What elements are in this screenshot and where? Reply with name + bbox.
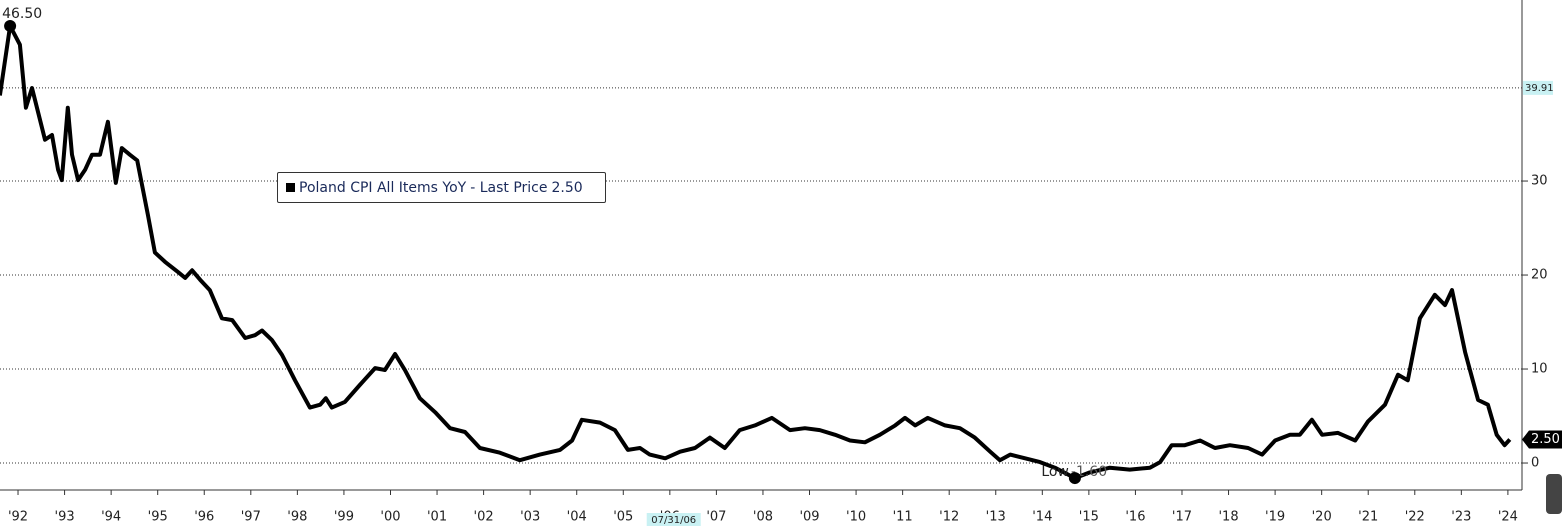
x-tick-label: '96 — [194, 510, 214, 525]
x-tick-label: '17 — [1172, 510, 1192, 525]
series-line — [0, 23, 1512, 481]
y-tick-label: 30 — [1531, 174, 1548, 189]
x-tick-label: '01 — [427, 510, 447, 525]
x-tick-label: '13 — [986, 510, 1006, 525]
cursor-value-bg — [1523, 80, 1553, 95]
x-tick-label: '08 — [753, 510, 773, 525]
x-tick-label: '02 — [474, 510, 494, 525]
side-icon[interactable] — [1546, 474, 1562, 514]
x-tick-label: '97 — [241, 510, 261, 525]
x-tick-label: '18 — [1218, 510, 1238, 525]
x-tick-label: '00 — [380, 510, 400, 525]
high-marker — [4, 19, 17, 32]
x-tick-label: '94 — [101, 510, 121, 525]
x-tick-label: '99 — [334, 510, 354, 525]
low-marker — [1068, 472, 1081, 485]
x-tick-label: '05 — [613, 510, 633, 525]
x-tick-label: '19 — [1265, 510, 1285, 525]
last-price-tag — [1522, 430, 1562, 449]
y-tick-label: 0 — [1531, 456, 1539, 471]
high-label: 46.50 — [2, 6, 42, 22]
x-tick-label: '04 — [567, 510, 587, 525]
legend-last-text: - Last Price — [470, 179, 548, 196]
x-tick-label: '03 — [520, 510, 540, 525]
x-tick-label: '24 — [1498, 510, 1518, 525]
low-text: Low — [1041, 464, 1069, 480]
y-tick-label: 20 — [1531, 268, 1548, 283]
x-tick-label: '20 — [1312, 510, 1332, 525]
x-tick-label: '10 — [846, 510, 866, 525]
x-tick-label: '16 — [1125, 510, 1145, 525]
x-tick-label: '23 — [1451, 510, 1471, 525]
x-tick-label: '92 — [8, 510, 28, 525]
x-tick-label: '11 — [893, 510, 913, 525]
cursor-date-bg — [646, 513, 701, 526]
x-tick-label: '09 — [799, 510, 819, 525]
legend-label: Poland CPI All Items YoY — [299, 179, 467, 196]
cursor-date-label: 07/31/06 — [651, 515, 696, 526]
x-tick-label: '07 — [706, 510, 726, 525]
x-tick-label: '98 — [287, 510, 307, 525]
x-tick-label: '95 — [148, 510, 168, 525]
legend-swatch — [286, 183, 295, 192]
y-tick-label: 10 — [1531, 362, 1548, 377]
x-tick-label: '22 — [1405, 510, 1425, 525]
x-tick-label: '93 — [55, 510, 75, 525]
legend-last-value: 2.50 — [551, 179, 583, 196]
x-tick-label: '12 — [939, 510, 959, 525]
x-tick-label: '15 — [1079, 510, 1099, 525]
cursor-value-label: 39.91 — [1525, 83, 1554, 94]
x-tick-label: '21 — [1358, 510, 1378, 525]
last-price-label: 2.50 — [1531, 432, 1560, 447]
x-tick-label: '14 — [1032, 510, 1052, 525]
legend: Poland CPI All Items YoY - Last Price 2.… — [277, 172, 606, 203]
